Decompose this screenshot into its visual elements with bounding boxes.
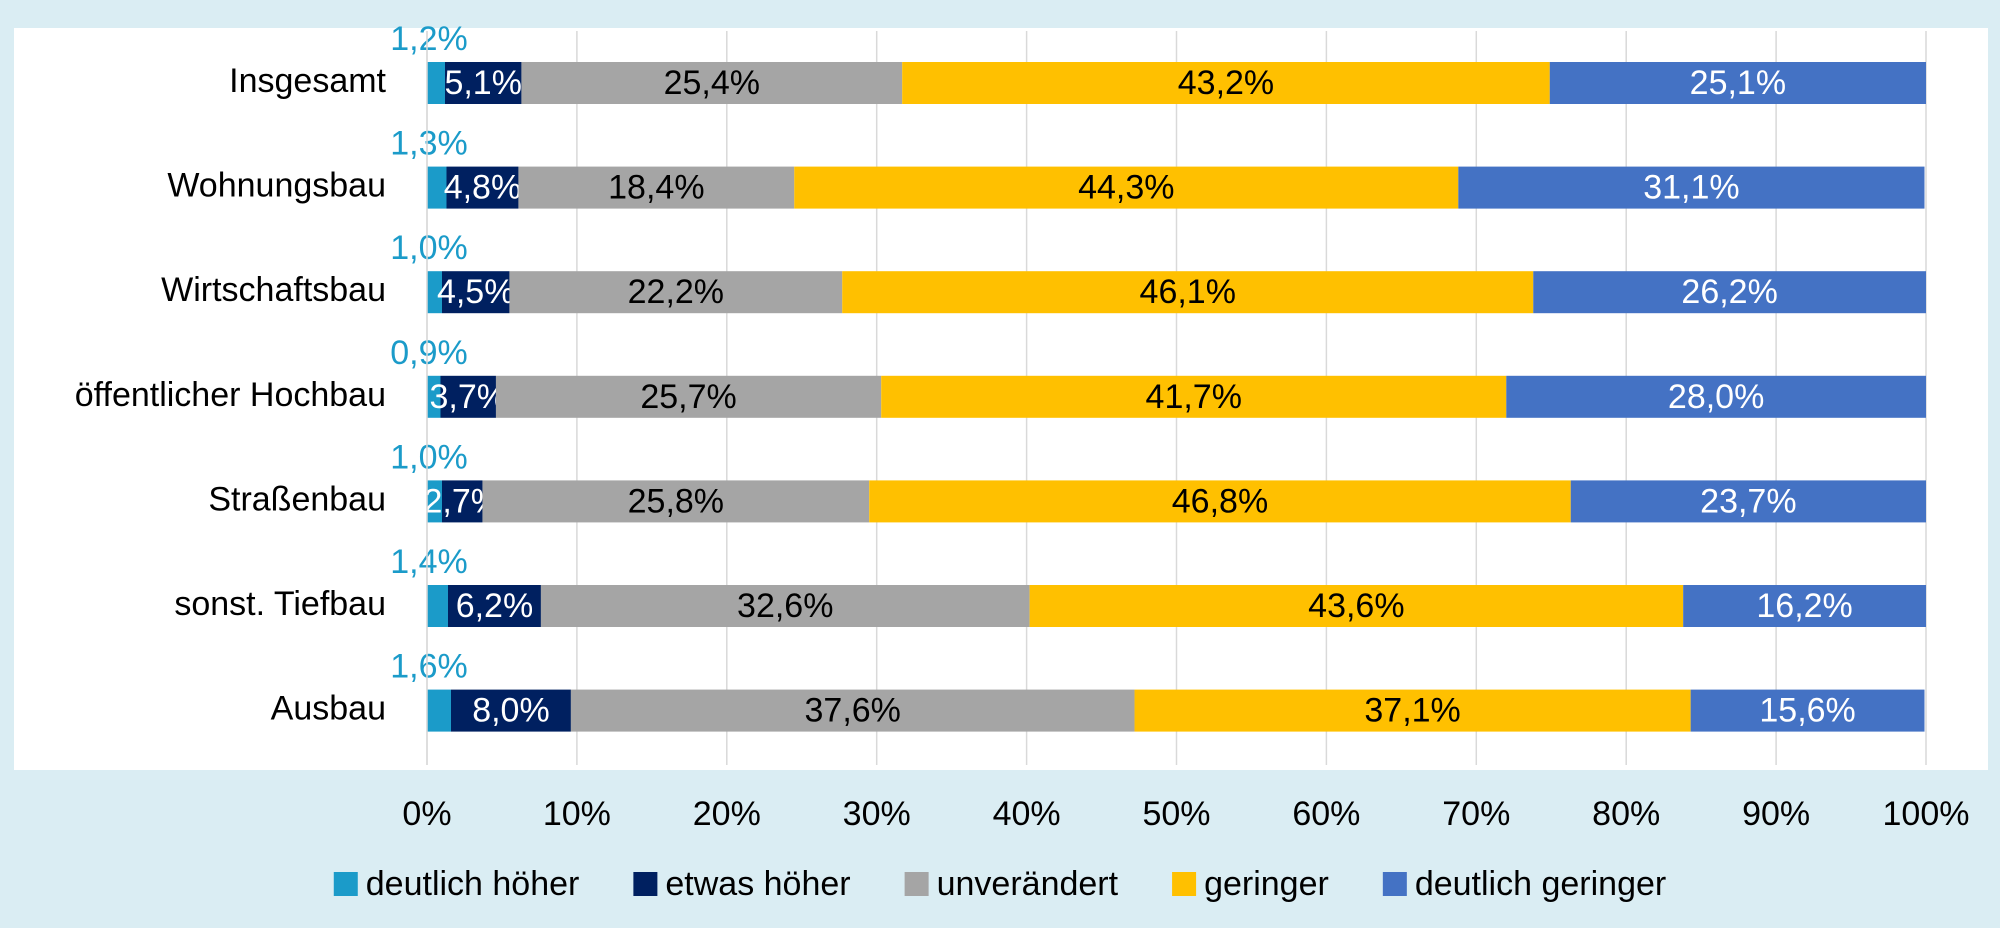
- bar-segment: [427, 62, 445, 104]
- data-label: 15,6%: [1759, 692, 1855, 730]
- x-tick-label: 90%: [1742, 795, 1810, 833]
- legend-label: unverändert: [937, 865, 1119, 903]
- bar-segment: [869, 480, 1571, 523]
- bar-segment: [427, 166, 447, 209]
- x-tick-label: 60%: [1292, 795, 1360, 833]
- data-label: 31,1%: [1643, 169, 1739, 207]
- category-label: öffentlicher Hochbau: [75, 376, 386, 414]
- bar-segment: [427, 585, 448, 627]
- data-label: 37,1%: [1364, 692, 1460, 730]
- bar-segment: [902, 62, 1550, 104]
- bar-segment: [1134, 689, 1691, 732]
- data-label: 25,8%: [628, 482, 724, 520]
- data-label: 6,2%: [456, 587, 534, 625]
- bar-segment: [482, 480, 870, 523]
- bar-segment: [1506, 375, 1926, 418]
- data-label: 25,4%: [664, 64, 760, 102]
- bar-segment: [427, 375, 441, 418]
- bar-segment: [509, 271, 843, 314]
- bar-segment: [427, 271, 442, 314]
- data-label: 1,0%: [390, 229, 468, 267]
- legend-label: etwas höher: [665, 865, 850, 903]
- x-tick-label: 10%: [543, 795, 611, 833]
- bar-segment: [518, 166, 795, 209]
- bar-segment: [1458, 166, 1925, 209]
- bar-segment: [495, 375, 882, 418]
- bar-segment: [450, 689, 571, 732]
- data-label: 28,0%: [1668, 378, 1764, 416]
- bar-segment: [540, 585, 1030, 627]
- data-label: 1,4%: [390, 543, 468, 581]
- data-label: 23,7%: [1700, 482, 1796, 520]
- bar-segment: [521, 62, 903, 104]
- bar-segment: [1549, 62, 1926, 104]
- data-label: 4,5%: [437, 273, 515, 311]
- bar-segment: [427, 689, 451, 732]
- x-tick-label: 20%: [693, 795, 761, 833]
- bar-segment: [1683, 585, 1926, 627]
- legend-label: deutlich geringer: [1415, 865, 1666, 903]
- bar-segment: [1570, 480, 1926, 523]
- bar-segment: [1690, 689, 1925, 732]
- data-label: 1,0%: [390, 438, 468, 476]
- bar-segment: [441, 480, 483, 523]
- bar-segment: [842, 271, 1534, 314]
- category-label: sonst. Tiefbau: [174, 585, 386, 623]
- legend-swatch: [633, 872, 658, 896]
- bar-segment: [1029, 585, 1684, 627]
- legend-swatch: [1382, 872, 1407, 896]
- bar-segment: [441, 271, 510, 314]
- bar-segment: [440, 375, 496, 418]
- bar-segment: [447, 585, 541, 627]
- legend-swatch: [333, 872, 358, 896]
- data-label: 16,2%: [1756, 587, 1852, 625]
- data-label: 43,6%: [1308, 587, 1404, 625]
- data-label: 25,1%: [1690, 64, 1786, 102]
- data-label: 46,1%: [1140, 273, 1236, 311]
- data-label: 25,7%: [640, 378, 736, 416]
- bar-segment: [794, 166, 1459, 209]
- data-label: 43,2%: [1178, 64, 1274, 102]
- data-label: 18,4%: [608, 169, 704, 207]
- data-label: 32,6%: [737, 587, 833, 625]
- data-label: 5,1%: [444, 64, 522, 102]
- legend-swatch: [1172, 872, 1197, 896]
- category-label: Straßenbau: [208, 480, 386, 518]
- bar-segment: [444, 62, 522, 104]
- x-tick-label: 30%: [843, 795, 911, 833]
- category-label: Wohnungsbau: [167, 167, 386, 205]
- bar-segment: [427, 480, 442, 523]
- x-tick-label: 100%: [1883, 795, 1970, 833]
- data-label: 41,7%: [1146, 378, 1242, 416]
- category-label: Insgesamt: [229, 62, 386, 100]
- x-tick-label: 0%: [402, 795, 451, 833]
- data-label: 1,6%: [390, 648, 468, 686]
- data-label: 3,7%: [429, 378, 507, 416]
- category-label: Wirtschaftsbau: [161, 271, 386, 309]
- data-label: 44,3%: [1078, 169, 1174, 207]
- x-tick-label: 40%: [993, 795, 1061, 833]
- data-label: 8,0%: [472, 692, 550, 730]
- legend-swatch: [904, 872, 929, 896]
- data-label: 22,2%: [628, 273, 724, 311]
- x-tick-label: 50%: [1142, 795, 1210, 833]
- x-tick-label: 70%: [1442, 795, 1510, 833]
- data-label: 26,2%: [1681, 273, 1777, 311]
- data-label: 0,9%: [390, 334, 468, 372]
- legend-label: geringer: [1204, 865, 1329, 903]
- bar-segment: [570, 689, 1135, 732]
- bar-segment: [1533, 271, 1926, 314]
- category-label: Ausbau: [271, 690, 386, 728]
- x-tick-label: 80%: [1592, 795, 1660, 833]
- data-label: 46,8%: [1172, 482, 1268, 520]
- legend-label: deutlich höher: [366, 865, 580, 903]
- data-label: 37,6%: [805, 692, 901, 730]
- data-label: 4,8%: [444, 169, 522, 207]
- data-label: 1,2%: [390, 20, 468, 58]
- bar-segment: [881, 375, 1507, 418]
- bar-segment: [446, 166, 519, 209]
- data-label: 1,3%: [390, 125, 468, 163]
